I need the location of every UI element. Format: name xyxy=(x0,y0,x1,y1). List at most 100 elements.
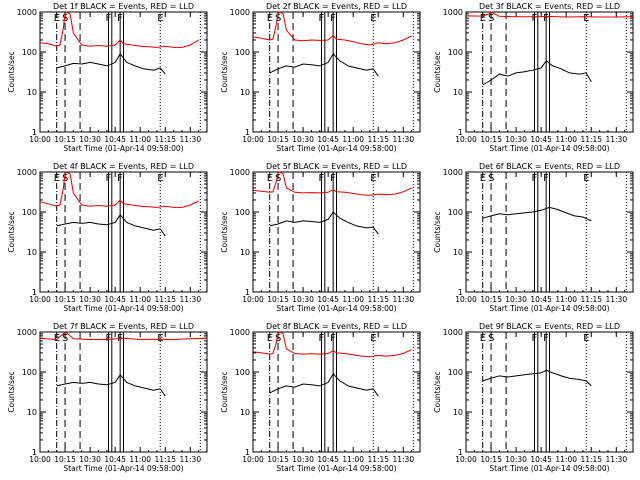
marker-label: E xyxy=(267,333,273,344)
x-axis-label: Start Time (01-Apr-14 09:58:00) xyxy=(63,464,183,473)
y-tick-label: 100 xyxy=(448,368,463,377)
y-tick-label: 1 xyxy=(32,448,37,457)
series-line-events xyxy=(56,373,166,397)
y-tick-label: 1000 xyxy=(443,328,463,337)
x-axis-label: Start Time (01-Apr-14 09:58:00) xyxy=(489,304,609,313)
series-line-lld xyxy=(39,11,199,48)
series-line-events xyxy=(269,372,379,397)
series-line-events xyxy=(482,369,592,387)
x-tick-label: 10:15 xyxy=(480,135,502,144)
marker-label: E xyxy=(583,333,589,344)
x-tick-label: 10:15 xyxy=(54,135,76,144)
plot-title: Det 4f BLACK = Events, RED = LLD xyxy=(53,162,194,171)
x-tick-label: 11:15 xyxy=(154,135,176,144)
y-axis-label: Counts/sec xyxy=(433,371,442,412)
y-tick-label: 1000 xyxy=(230,8,250,17)
x-tick-label: 11:30 xyxy=(179,455,201,464)
x-tick-label: 10:30 xyxy=(292,455,314,464)
y-tick-label: 100 xyxy=(22,368,37,377)
marker-label: E xyxy=(370,333,376,344)
y-tick-label: 10 xyxy=(453,408,463,417)
x-tick-label: 10:00 xyxy=(242,135,264,144)
marker-label: S xyxy=(488,173,494,184)
marker-label: S xyxy=(275,13,281,24)
marker-label: F xyxy=(105,13,111,24)
marker-label: E xyxy=(54,13,60,24)
x-tick-label: 11:00 xyxy=(342,295,364,304)
x-tick-label: 11:15 xyxy=(367,135,389,144)
plot-panel-8f: 1 10 100 1000 10:00 10:15 10:30 10:45 11:00 11:15… xyxy=(220,322,421,473)
x-axis-label: Start Time (01-Apr-14 09:58:00) xyxy=(276,304,396,313)
marker-label: F xyxy=(543,13,549,24)
series-line-lld xyxy=(39,331,208,341)
x-tick-label: 10:45 xyxy=(530,135,552,144)
series-line-lld xyxy=(39,171,199,208)
y-axis-label: Counts/sec xyxy=(220,371,229,412)
y-tick-label: 10 xyxy=(27,248,37,257)
y-tick-label: 1 xyxy=(458,448,463,457)
marker-label: F xyxy=(531,333,537,344)
marker-label: F xyxy=(531,173,537,184)
marker-label: E xyxy=(157,13,163,24)
marker-label: F xyxy=(531,13,537,24)
y-axis-label: Counts/sec xyxy=(220,51,229,92)
y-tick-label: 1000 xyxy=(17,328,37,337)
series-line-lld xyxy=(465,11,634,18)
y-tick-label: 1 xyxy=(458,288,463,297)
x-tick-label: 11:15 xyxy=(154,455,176,464)
x-tick-label: 10:30 xyxy=(505,295,527,304)
x-tick-label: 10:30 xyxy=(79,135,101,144)
y-axis-label: Counts/sec xyxy=(7,371,16,412)
x-tick-label: 11:30 xyxy=(179,135,201,144)
marker-label: F xyxy=(543,173,549,184)
x-tick-label: 10:30 xyxy=(292,135,314,144)
series-line-events xyxy=(482,60,592,86)
x-tick-label: 11:30 xyxy=(392,135,414,144)
marker-label: E xyxy=(157,173,163,184)
plot-title: Det 3f BLACK = Events, RED = LLD xyxy=(479,2,620,11)
marker-label: S xyxy=(62,173,68,184)
x-tick-label: 10:45 xyxy=(104,295,126,304)
y-tick-label: 1000 xyxy=(443,8,463,17)
x-tick-label: 10:00 xyxy=(455,135,477,144)
x-tick-label: 11:15 xyxy=(367,295,389,304)
marker-label: E xyxy=(583,13,589,24)
marker-label: F xyxy=(117,13,123,24)
y-tick-label: 1 xyxy=(32,128,37,137)
marker-label: F xyxy=(105,333,111,344)
x-tick-label: 11:00 xyxy=(129,455,151,464)
x-tick-label: 10:15 xyxy=(267,455,289,464)
x-tick-label: 10:45 xyxy=(530,455,552,464)
x-tick-label: 10:30 xyxy=(505,135,527,144)
series-line-events xyxy=(482,206,592,222)
x-tick-label: 11:15 xyxy=(580,135,602,144)
plot-title: Det 1f BLACK = Events, RED = LLD xyxy=(53,2,194,11)
x-tick-label: 10:00 xyxy=(29,455,51,464)
plot-title: Det 9f BLACK = Events, RED = LLD xyxy=(479,322,620,331)
marker-label: F xyxy=(330,13,336,24)
x-tick-label: 10:15 xyxy=(54,295,76,304)
plot-panel-4f: 1 10 100 1000 10:00 10:15 10:30 10:45 11:00 11:15… xyxy=(7,162,208,313)
y-tick-label: 10 xyxy=(453,248,463,257)
x-axis-label: Start Time (01-Apr-14 09:58:00) xyxy=(489,144,609,153)
y-tick-label: 100 xyxy=(22,208,37,217)
x-tick-label: 11:00 xyxy=(555,295,577,304)
x-tick-label: 10:15 xyxy=(267,135,289,144)
x-tick-label: 11:30 xyxy=(392,455,414,464)
marker-label: S xyxy=(488,333,494,344)
x-tick-label: 11:15 xyxy=(580,295,602,304)
plot-panel-7f: 1 10 100 1000 10:00 10:15 10:30 10:45 11:00 11:15… xyxy=(7,322,208,473)
x-tick-label: 11:00 xyxy=(555,455,577,464)
x-tick-label: 10:15 xyxy=(480,295,502,304)
marker-label: E xyxy=(267,13,273,24)
x-tick-label: 10:15 xyxy=(480,455,502,464)
marker-label: E xyxy=(370,13,376,24)
series-line-lld xyxy=(252,171,412,196)
y-tick-label: 100 xyxy=(235,48,250,57)
series-line-events xyxy=(56,52,166,75)
y-tick-label: 100 xyxy=(22,48,37,57)
x-tick-label: 10:15 xyxy=(54,455,76,464)
marker-label: S xyxy=(275,173,281,184)
marker-label: S xyxy=(62,333,68,344)
x-tick-label: 10:45 xyxy=(104,135,126,144)
